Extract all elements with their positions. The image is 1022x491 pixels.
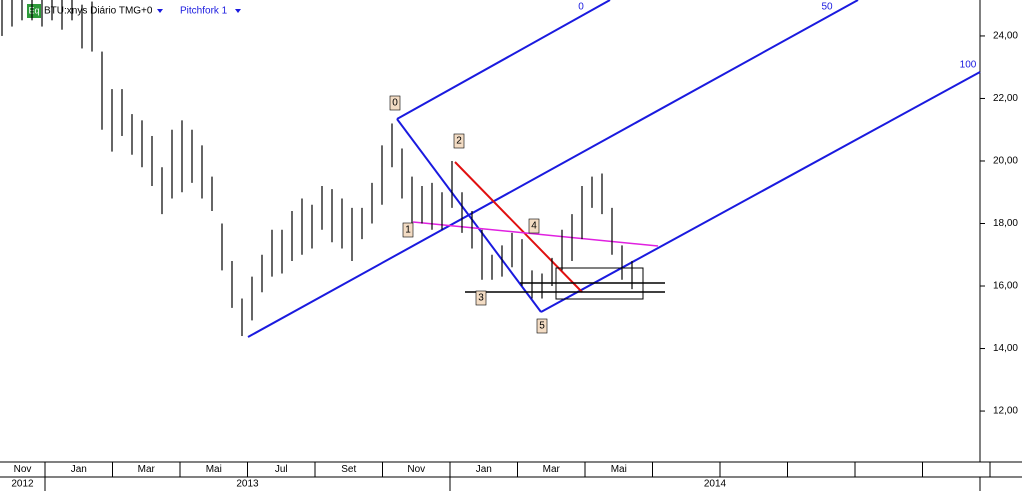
y-tick-label: 16,00 [993, 281, 1018, 292]
fork-level: 50 [821, 2, 833, 13]
year-label: 2013 [236, 479, 259, 490]
y-tick-label: 12,00 [993, 406, 1018, 417]
fork-handle [396, 118, 542, 313]
badge-text: Eq [28, 5, 39, 15]
fork-level: 100 [960, 60, 977, 71]
month-label: Mar [138, 464, 156, 475]
month-label: Jan [476, 464, 492, 475]
pitchfork [247, 0, 981, 338]
point-label: 2 [456, 136, 462, 147]
title: BTU:xnys Diário TMG+0 [44, 6, 153, 17]
y-tick-label: 18,00 [993, 218, 1018, 229]
tool-name[interactable]: Pitchfork 1 [180, 6, 228, 17]
fork-line-100 [540, 71, 981, 313]
month-label: Set [341, 464, 356, 475]
y-tick-label: 24,00 [993, 31, 1018, 42]
dropdown-arrow[interactable] [235, 9, 241, 13]
year-label: 2014 [704, 479, 727, 490]
month-label: Mar [543, 464, 561, 475]
fork-line-50 [247, 0, 859, 338]
point-label: 3 [478, 293, 484, 304]
fork-line-0 [396, 0, 611, 120]
fork-level: 0 [578, 2, 584, 13]
month-label: Jan [71, 464, 87, 475]
point-label-box [528, 218, 540, 234]
month-label: Mai [611, 464, 627, 475]
dropdown-arrow[interactable] [157, 9, 163, 13]
point-label-box [402, 222, 414, 238]
year-label: 2012 [11, 479, 34, 490]
point-label: 1 [405, 225, 411, 236]
red-line [454, 161, 583, 293]
point-label: 4 [531, 221, 537, 232]
point-label-box [453, 133, 465, 149]
badge [27, 4, 41, 18]
y-tick-label: 20,00 [993, 156, 1018, 167]
month-label: Nov [407, 464, 425, 475]
month-label: Mai [206, 464, 222, 475]
magenta-line [412, 221, 659, 247]
month-label: Nov [14, 464, 32, 475]
point-label-box [389, 95, 401, 111]
point-label-box [475, 290, 487, 306]
month-label: Jul [275, 464, 288, 475]
y-tick-label: 22,00 [993, 93, 1018, 104]
point-label-box [536, 318, 548, 334]
y-tick-label: 14,00 [993, 343, 1018, 354]
point-label: 0 [392, 98, 398, 109]
point-label: 5 [539, 321, 545, 332]
